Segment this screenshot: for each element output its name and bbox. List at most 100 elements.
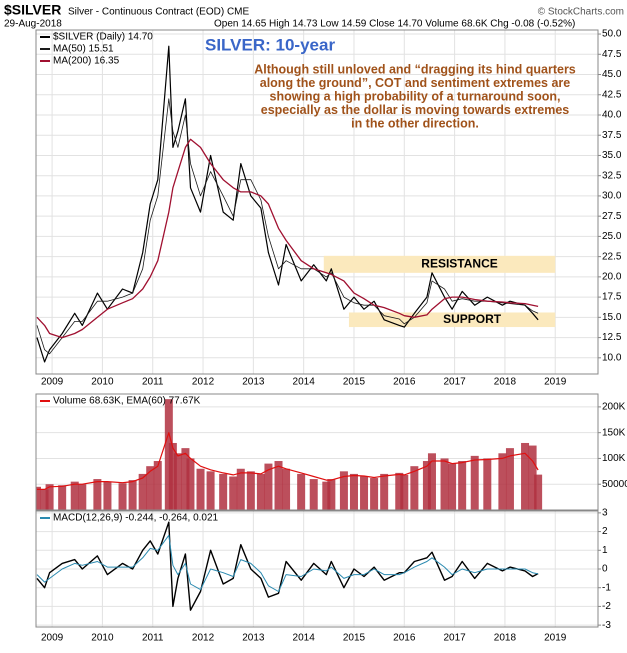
- volume-bar: [229, 476, 238, 510]
- x-tick-label: 2015: [343, 633, 366, 644]
- volume-bar: [45, 484, 54, 510]
- volume-bar: [458, 461, 467, 510]
- x-tick-label: 2019: [544, 633, 567, 644]
- y-tick-label: 42.5: [602, 89, 622, 100]
- y-tick-label: 50.0: [602, 29, 622, 40]
- x-tick-label: 2010: [91, 633, 114, 644]
- y-tick-label: 37.5: [602, 130, 622, 141]
- y-tick-label: -1: [602, 582, 611, 593]
- volume-bar: [206, 471, 215, 510]
- volume-bar: [274, 461, 283, 510]
- volume-bar: [70, 481, 79, 510]
- y-tick-label: 27.5: [602, 211, 622, 222]
- volume-bar: [440, 458, 449, 510]
- y-tick-label: 32.5: [602, 170, 622, 181]
- volume-bar: [138, 473, 147, 510]
- volume-bar: [427, 453, 436, 510]
- series-line: [36, 45, 539, 363]
- y-tick-label: 100K: [602, 453, 626, 464]
- volume-bar: [400, 474, 409, 510]
- x-tick-label: 2018: [494, 377, 517, 388]
- volume-bar: [118, 483, 127, 510]
- legend-entry: MA(50) 15.51: [53, 44, 114, 55]
- volume-bar: [168, 442, 177, 510]
- y-tick-label: 50000: [602, 479, 627, 490]
- volume-bar: [256, 473, 265, 510]
- volume-bar: [521, 442, 530, 510]
- x-tick-label: 2014: [293, 633, 316, 644]
- series-line: [36, 98, 539, 355]
- date: 29-Aug-2018: [4, 19, 62, 30]
- legend: Volume 68.63K, EMA(60) 77.67K: [53, 396, 201, 407]
- y-tick-label: 40.0: [602, 110, 622, 121]
- series-line: [36, 534, 539, 592]
- annotation-line: showing a high probability of a turnarou…: [270, 89, 561, 103]
- volume-bar: [264, 463, 273, 510]
- x-tick-label: 2013: [242, 377, 265, 388]
- y-tick-label: 25.0: [602, 231, 622, 242]
- volume-bar: [246, 471, 255, 510]
- volume-bar: [146, 466, 155, 510]
- volume-bar: [448, 463, 457, 510]
- y-tick-label: 30.0: [602, 191, 622, 202]
- volume-bar: [181, 448, 190, 510]
- x-tick-label: 2011: [142, 377, 164, 388]
- volume-bar: [395, 472, 404, 510]
- y-tick-label: 2: [602, 526, 608, 537]
- volume-bar: [93, 479, 102, 510]
- series-line: [36, 521, 539, 611]
- annotation-line: in the other direction.: [351, 116, 479, 130]
- y-tick-label: 0: [602, 564, 608, 575]
- volume-bar: [186, 458, 195, 510]
- volume-bar: [153, 461, 162, 510]
- volume-bar: [360, 476, 369, 510]
- zone: [323, 255, 556, 273]
- y-tick-label: 45.0: [602, 69, 622, 80]
- panel-frame: [35, 29, 599, 375]
- y-tick-label: 3: [602, 508, 608, 519]
- x-tick-label: 2014: [293, 377, 316, 388]
- description: Silver - Continuous Contract (EOD) CME: [68, 7, 249, 18]
- panel-frame: [35, 393, 599, 511]
- y-tick-label: 12.5: [602, 332, 622, 343]
- volume-bar: [128, 480, 137, 510]
- y-tick-label: -3: [602, 620, 611, 631]
- y-tick-label: 10.0: [602, 352, 622, 363]
- volume-bar: [339, 471, 348, 510]
- series-line: [37, 432, 539, 490]
- y-tick-label: 22.5: [602, 251, 622, 262]
- y-tick-label: 150K: [602, 427, 626, 438]
- symbol: $SILVER: [4, 2, 61, 18]
- y-tick-label: 47.5: [602, 49, 622, 60]
- y-tick-label: -2: [602, 601, 611, 612]
- x-tick-label: 2017: [443, 633, 466, 644]
- annotation-line: along the ground”, COT and sentiment ext…: [260, 76, 571, 90]
- volume-bar: [370, 478, 379, 510]
- x-tick-label: 2012: [192, 377, 215, 388]
- plot: [36, 30, 598, 374]
- volume-bar: [219, 473, 228, 510]
- credit: © StockCharts.com: [538, 7, 624, 18]
- annotation-line: especially as the dollar is moving towar…: [261, 103, 570, 117]
- zone-label: SUPPORT: [443, 312, 502, 326]
- x-tick-label: 2019: [544, 377, 567, 388]
- volume-bar: [58, 485, 67, 510]
- annotation-title: SILVER: 10-year: [205, 35, 335, 54]
- y-tick-label: 17.5: [602, 292, 622, 303]
- y-tick-label: 20.0: [602, 272, 622, 283]
- zone: [348, 312, 556, 328]
- annotation-line: Although still unloved and “dragging its…: [254, 62, 576, 76]
- volume-bar: [528, 445, 537, 510]
- volume-bar: [78, 484, 87, 510]
- volume-bar: [498, 453, 507, 510]
- volume-bar: [470, 455, 479, 510]
- legend-entry: $SILVER (Daily) 14.70: [53, 32, 153, 43]
- volume-bar: [327, 479, 336, 510]
- y-tick-label: 35.0: [602, 150, 622, 161]
- x-tick-label: 2009: [41, 377, 64, 388]
- volume-bar: [322, 481, 331, 510]
- y-tick-label: 200K: [602, 402, 626, 413]
- y-tick-label: 1: [602, 545, 608, 556]
- volume-bar: [196, 468, 205, 510]
